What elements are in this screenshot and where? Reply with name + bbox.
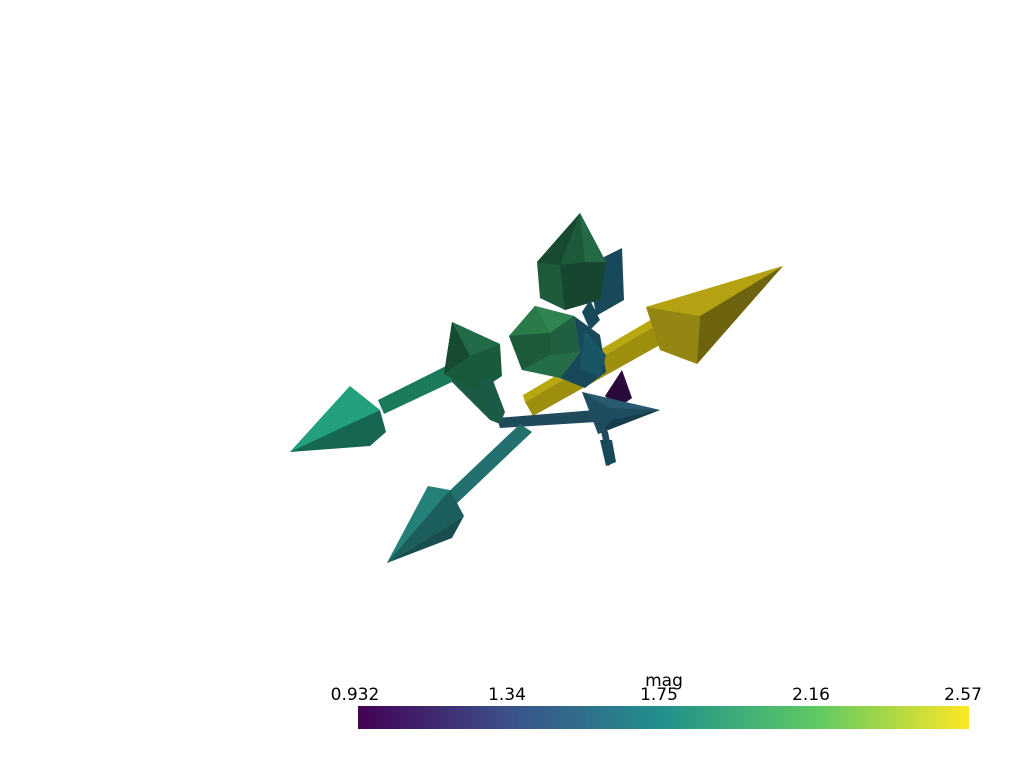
colorbar-tick-label: 2.16 [792,685,830,705]
colorbar-tick-label: 2.57 [944,685,982,705]
colorbar-tick-label: 1.75 [640,685,678,705]
arrow-glyph-green-center [509,306,606,388]
arrow-glyph-teal-bottom [387,424,532,563]
arrow-glyph-slate-blue [497,392,660,466]
colorbar-tick-label: 0.932 [330,685,380,705]
colorbar-title: mag [645,671,683,691]
arrow-glyph-purple [605,370,632,408]
colorbar-tick-label: 1.34 [488,685,526,705]
arrow-glyph-green-left [290,322,505,452]
arrow-glyph-green-top [537,213,606,330]
colorbar-gradient [358,706,969,729]
